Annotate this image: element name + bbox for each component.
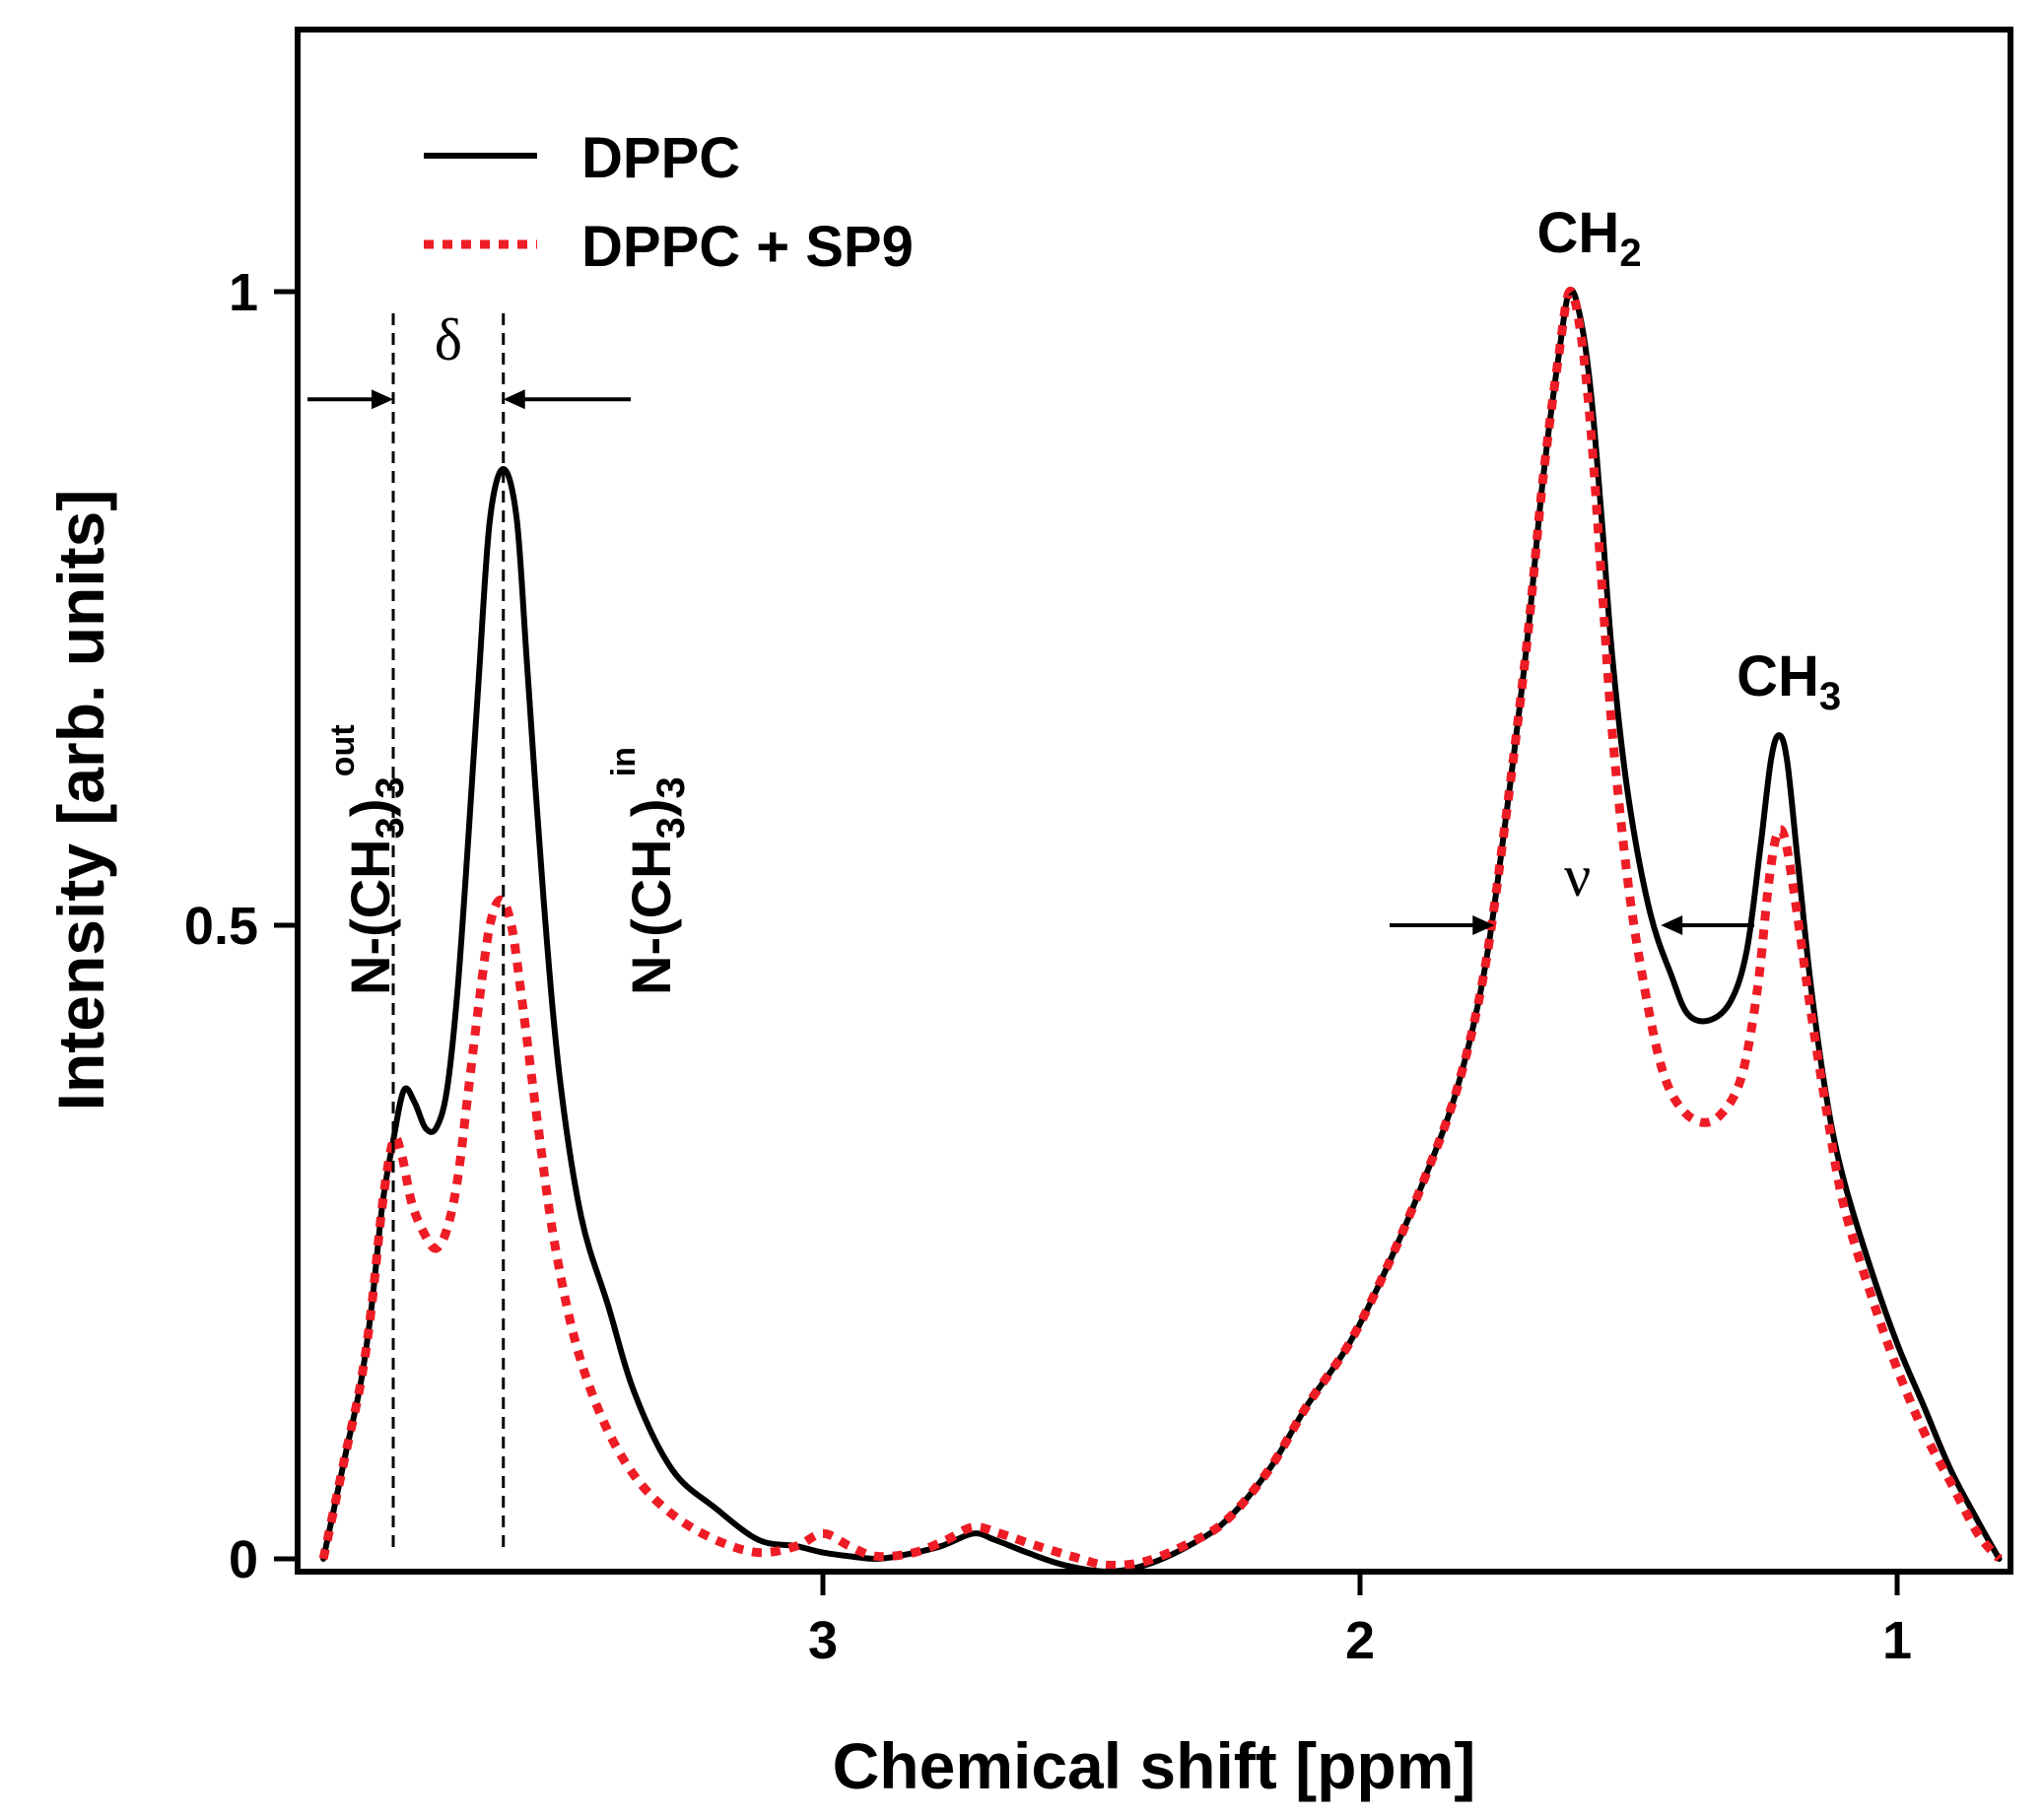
n-ch3-out-label: N-(CH3)3out (324, 724, 412, 995)
peak-label-ch2-base: CH (1537, 201, 1620, 265)
n-ch3-in-label: N-(CH3)3in (605, 747, 693, 995)
delta-arrowhead-right (503, 389, 525, 410)
x-tick-label: 3 (808, 1611, 838, 1670)
peak-label-ch2: CH2 (1537, 201, 1642, 275)
peak-label-ch2-sub: 2 (1619, 232, 1641, 275)
x-tick-label: 1 (1882, 1611, 1912, 1670)
y-tick-label: 1 (229, 263, 258, 322)
peak-label-ch3: CH3 (1737, 644, 1841, 718)
peak-label-ch3-base: CH (1737, 644, 1819, 708)
series-line-dppc (320, 287, 2003, 1575)
plot-frame (295, 27, 2013, 1575)
y-axis-ticks: 00.51 (184, 263, 298, 1589)
series-line-dppc-sp9 (318, 286, 2003, 1571)
delta-arrowhead-left (372, 389, 393, 410)
peak-label-ch3-sub: 3 (1819, 675, 1841, 718)
legend-label-dppc-sp9: DPPC + SP9 (581, 215, 914, 279)
y-tick-label: 0.5 (184, 897, 258, 956)
annotation-layer: δ ν CH2 CH3 N-(CH3)3out N-(CH3)3in (307, 201, 1841, 1549)
x-axis-title: Chemical shift [ppm] (833, 1729, 1476, 1802)
x-tick-label: 2 (1345, 1611, 1375, 1670)
nu-arrowhead-right (1661, 915, 1683, 935)
nu-arrowhead-left (1472, 915, 1495, 935)
y-tick-label: 0 (229, 1530, 258, 1589)
delta-symbol: δ (435, 307, 462, 372)
nu-symbol: ν (1564, 843, 1591, 909)
series-layer (318, 286, 2003, 1575)
legend: DPPC DPPC + SP9 (424, 126, 914, 279)
legend-label-dppc: DPPC (581, 126, 740, 190)
x-axis-ticks: 3 2 1 (808, 1572, 1912, 1670)
y-axis-title: Intensity [arb. units] (44, 490, 117, 1111)
